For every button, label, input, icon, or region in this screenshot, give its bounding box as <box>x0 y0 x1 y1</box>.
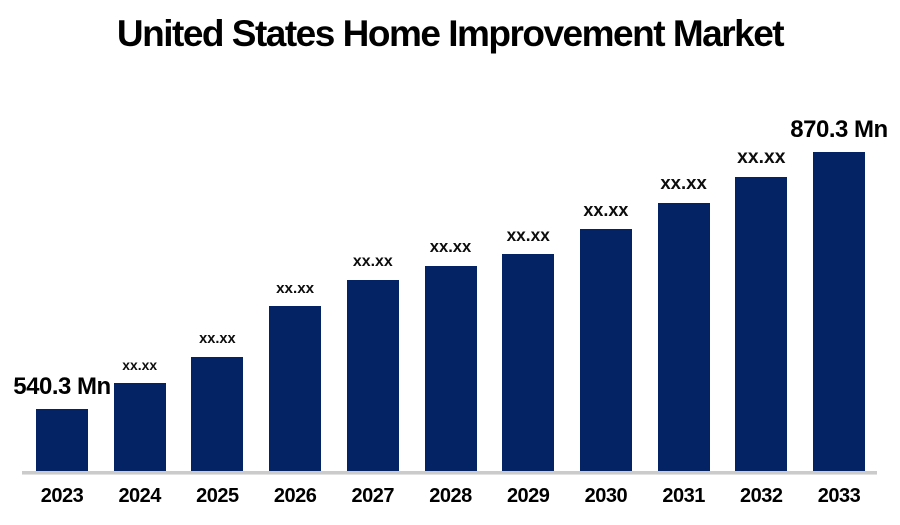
bar-value-label-2032: xx.xx <box>737 146 786 168</box>
bar-2026 <box>269 306 322 472</box>
x-axis-label-2025: 2025 <box>196 485 239 507</box>
x-axis-label-2029: 2029 <box>506 485 550 507</box>
x-axis-label-2028: 2028 <box>429 485 472 507</box>
x-axis-label-2030: 2030 <box>584 485 628 507</box>
bar-2032 <box>735 177 788 472</box>
bar-2029 <box>502 254 555 472</box>
bar-2023 <box>36 409 88 472</box>
bar-2028 <box>424 266 477 472</box>
bar-value-label-2029: xx.xx <box>506 224 550 245</box>
x-axis-label-2026: 2026 <box>273 485 317 507</box>
bar-value-label-2027: xx.xx <box>352 253 393 271</box>
x-axis-label-2024: 2024 <box>118 485 161 507</box>
x-axis-line <box>22 471 877 475</box>
bar-2027 <box>346 280 399 472</box>
bar-2030 <box>579 229 632 472</box>
x-axis-label-2023: 2023 <box>40 485 84 507</box>
bar-2031 <box>657 203 710 472</box>
bar-value-label-2023: 540.3 Mn <box>13 373 111 400</box>
bar-value-label-2033: 870.3 Mn <box>790 116 888 143</box>
x-axis-label-2031: 2031 <box>662 485 705 507</box>
chart-title: United States Home Improvement Market <box>116 13 785 54</box>
bar-value-label-2026: xx.xx <box>276 279 315 297</box>
bar-value-label-2028: xx.xx <box>429 237 472 257</box>
bar-2025 <box>191 357 244 472</box>
x-axis-label-2032: 2032 <box>740 485 783 507</box>
bar-value-label-2030: xx.xx <box>583 200 629 220</box>
bar-value-label-2031: xx.xx <box>660 172 707 194</box>
bar-2024 <box>113 383 166 472</box>
bar-value-label-2025: xx.xx <box>199 331 236 348</box>
bar-2033 <box>813 152 865 472</box>
x-axis-label-2027: 2027 <box>351 485 395 507</box>
x-axis-label-2033: 2033 <box>817 485 861 507</box>
bar-value-label-2024: xx.xx <box>122 357 158 374</box>
